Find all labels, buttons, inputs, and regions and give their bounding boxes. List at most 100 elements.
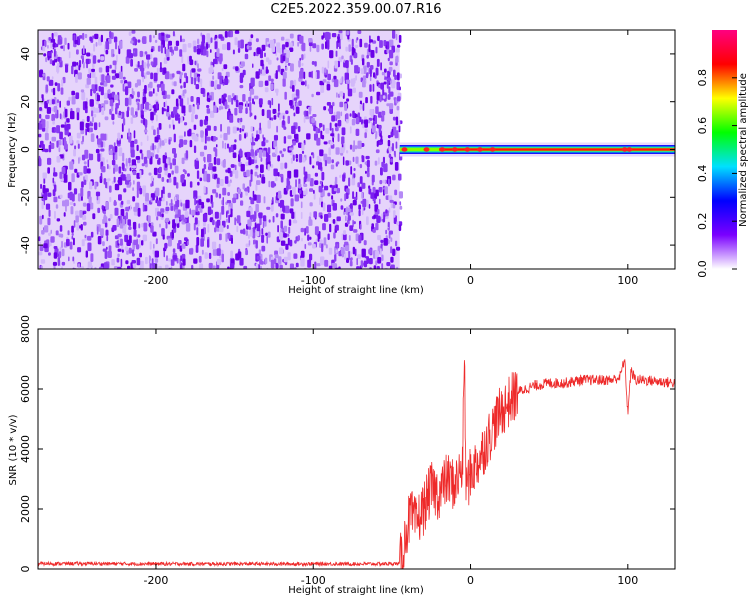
noise-speckle — [48, 144, 52, 153]
noise-speckle — [45, 114, 50, 120]
noise-speckle — [149, 241, 152, 250]
noise-speckle — [150, 222, 154, 226]
noise-speckle — [108, 89, 111, 95]
signal-hotspot — [439, 147, 446, 152]
noise-speckle — [78, 157, 80, 164]
noise-speckle — [350, 166, 353, 175]
noise-speckle — [148, 104, 152, 109]
noise-speckle — [198, 255, 202, 263]
noise-speckle — [321, 171, 325, 181]
noise-speckle — [399, 201, 402, 206]
noise-speckle — [359, 103, 362, 111]
noise-speckle — [174, 165, 179, 174]
noise-speckle — [48, 51, 52, 57]
noise-speckle — [200, 32, 203, 37]
noise-speckle — [142, 76, 144, 83]
noise-speckle — [379, 198, 381, 205]
noise-speckle — [194, 160, 199, 170]
noise-speckle — [146, 63, 150, 67]
noise-speckle — [139, 252, 142, 258]
noise-speckle — [155, 187, 160, 196]
noise-speckle — [374, 115, 377, 125]
noise-speckle — [250, 197, 255, 205]
noise-speckle — [221, 161, 223, 167]
noise-speckle — [214, 34, 218, 39]
noise-speckle — [362, 198, 367, 208]
noise-speckle — [394, 74, 398, 80]
noise-speckle — [272, 108, 277, 114]
noise-speckle — [281, 36, 285, 41]
noise-speckle — [245, 107, 248, 114]
noise-speckle — [117, 132, 121, 139]
noise-speckle — [361, 182, 366, 189]
noise-speckle — [214, 227, 217, 233]
noise-speckle — [394, 189, 398, 196]
noise-speckle — [309, 202, 313, 207]
noise-speckle — [387, 221, 390, 228]
noise-speckle — [173, 176, 177, 186]
noise-speckle — [329, 108, 333, 114]
noise-speckle — [240, 163, 245, 172]
noise-speckle — [184, 89, 187, 94]
noise-speckle — [339, 174, 342, 179]
noise-speckle — [234, 139, 237, 143]
noise-speckle — [340, 111, 343, 117]
noise-speckle — [206, 105, 210, 109]
noise-speckle — [231, 97, 234, 105]
noise-speckle — [233, 144, 237, 150]
noise-speckle — [303, 53, 306, 59]
noise-speckle — [258, 149, 263, 158]
noise-speckle — [255, 203, 259, 213]
noise-speckle — [53, 105, 58, 113]
noise-speckle — [193, 222, 196, 231]
noise-speckle — [179, 245, 183, 252]
noise-speckle — [193, 258, 198, 264]
noise-speckle — [155, 101, 159, 110]
noise-speckle — [385, 209, 388, 214]
noise-speckle — [399, 86, 401, 91]
noise-speckle — [321, 243, 324, 253]
noise-speckle — [193, 124, 197, 130]
noise-speckle — [104, 222, 108, 228]
noise-speckle — [266, 206, 271, 210]
noise-speckle — [223, 64, 228, 70]
noise-speckle — [60, 124, 65, 128]
noise-speckle — [206, 173, 211, 183]
noise-speckle — [108, 218, 111, 222]
noise-speckle — [266, 109, 271, 119]
noise-speckle — [287, 252, 291, 261]
noise-speckle — [309, 236, 312, 240]
noise-speckle — [382, 89, 385, 96]
noise-speckle — [381, 254, 384, 262]
noise-speckle — [81, 181, 84, 188]
noise-speckle — [346, 150, 349, 154]
noise-speckle — [74, 168, 78, 173]
noise-speckle — [211, 201, 214, 208]
noise-speckle — [289, 33, 294, 39]
noise-speckle — [57, 257, 60, 266]
spectrogram-ytick-label: 0 — [19, 146, 32, 153]
noise-speckle — [124, 97, 129, 107]
noise-speckle — [223, 93, 227, 98]
noise-speckle — [277, 155, 280, 162]
noise-speckle — [208, 67, 213, 74]
noise-speckle — [165, 222, 168, 229]
noise-speckle — [161, 213, 164, 218]
noise-speckle — [122, 76, 126, 80]
noise-speckle — [311, 117, 315, 123]
noise-speckle — [298, 60, 301, 68]
noise-speckle — [81, 92, 86, 101]
noise-speckle — [103, 262, 108, 269]
noise-speckle — [390, 82, 395, 87]
noise-speckle — [336, 40, 338, 50]
noise-speckle — [47, 192, 52, 197]
noise-speckle — [395, 56, 399, 63]
noise-speckle — [354, 44, 359, 48]
noise-speckle — [376, 58, 380, 67]
noise-speckle — [356, 258, 358, 266]
spectrogram-xlabel: Height of straight line (km) — [288, 285, 424, 296]
noise-speckle — [156, 67, 159, 75]
noise-speckle — [106, 159, 108, 163]
noise-speckle — [206, 97, 211, 102]
noise-speckle — [381, 110, 386, 116]
